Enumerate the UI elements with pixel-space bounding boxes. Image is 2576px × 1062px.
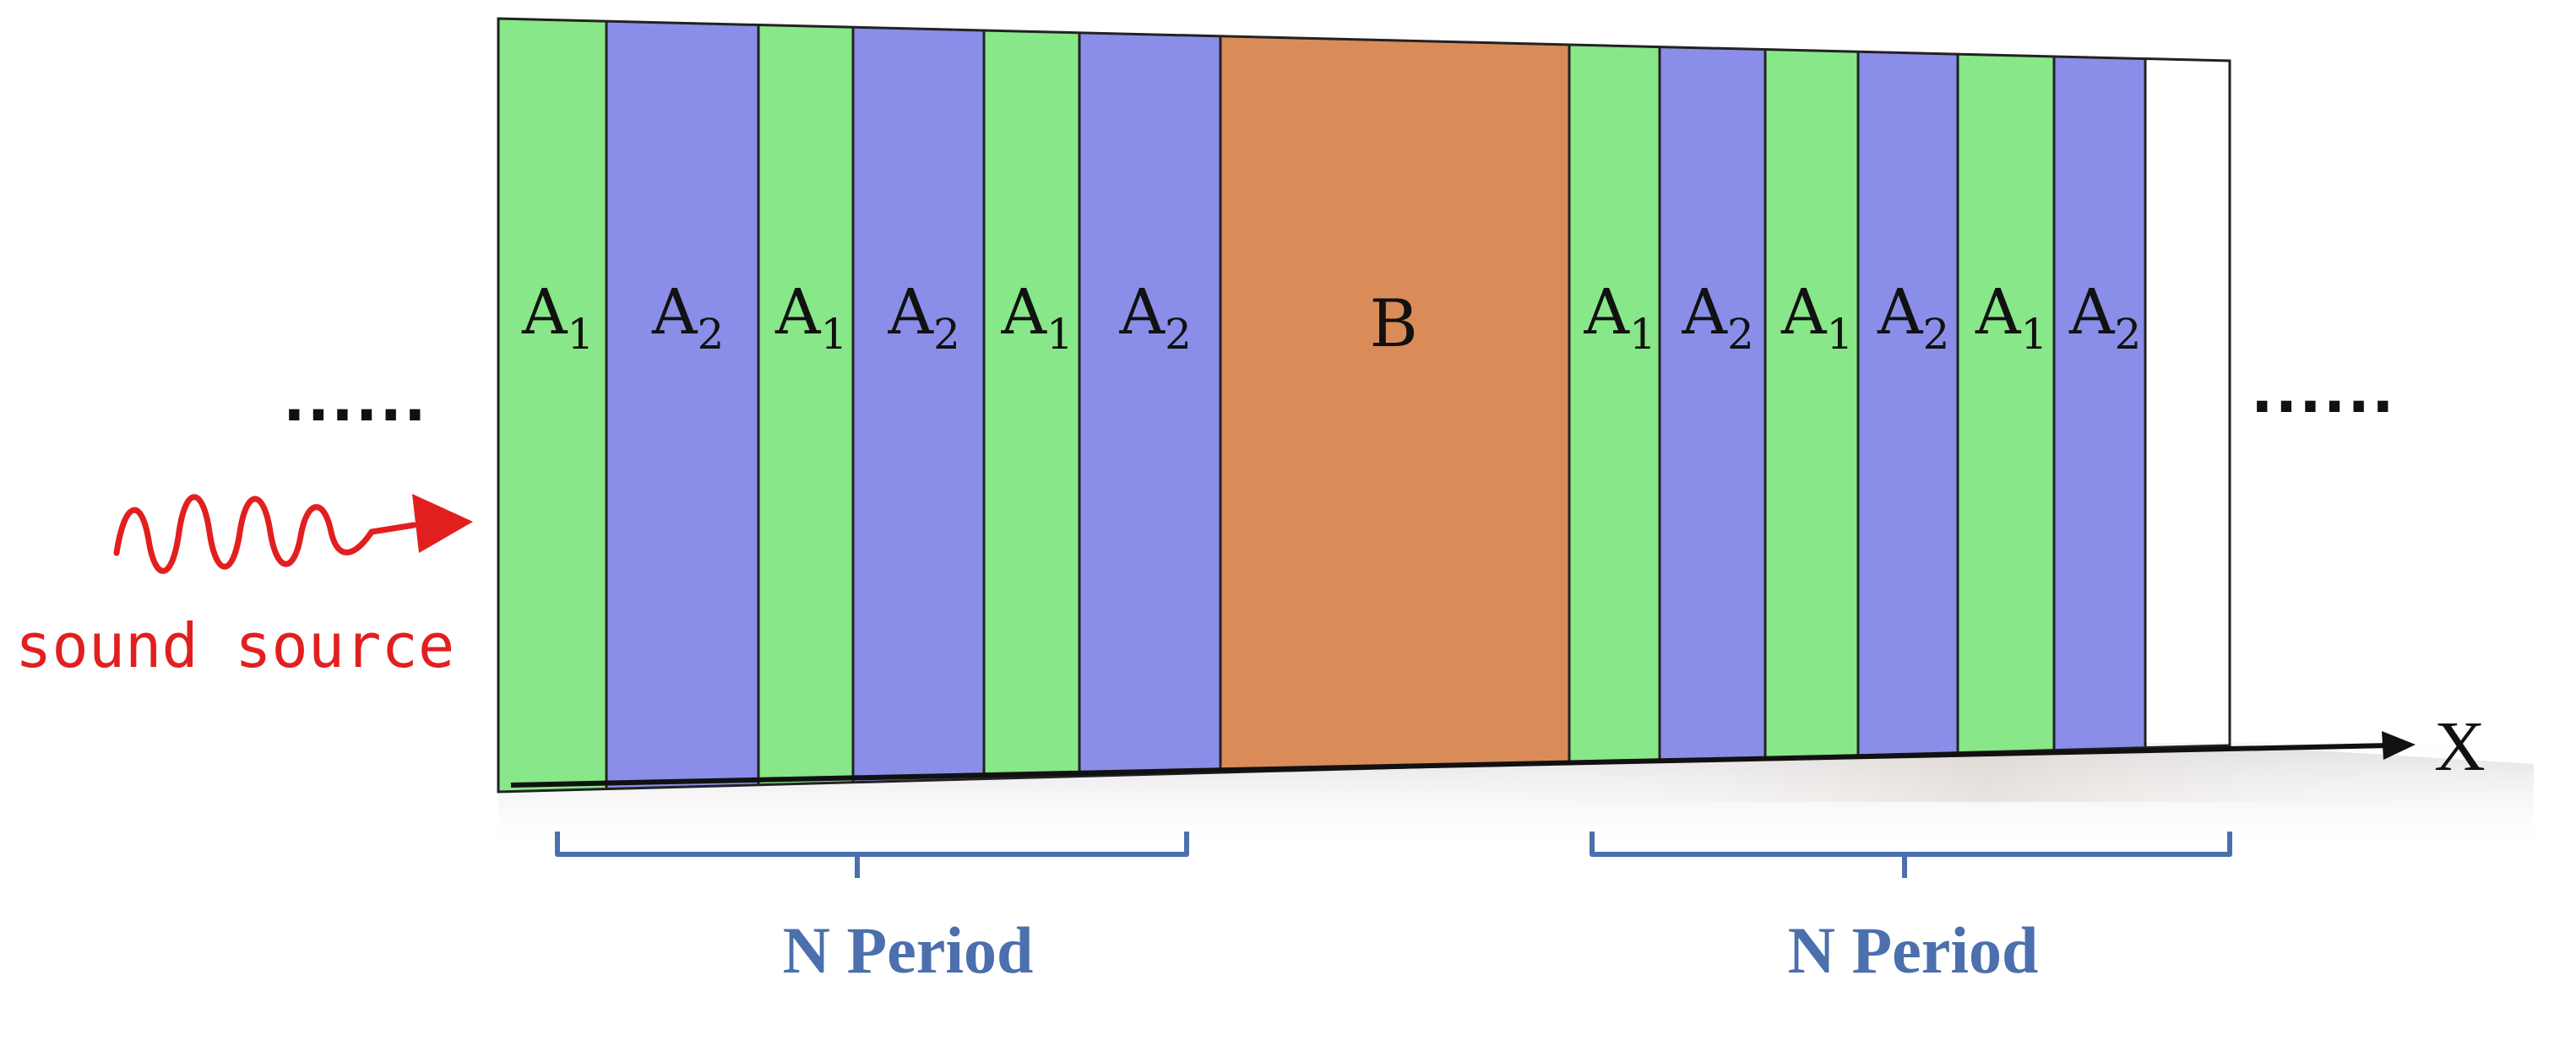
- sound-wave-icon: [113, 494, 417, 574]
- ellipsis-left: ......: [283, 366, 428, 435]
- layer-a1-label: A1: [1001, 276, 1073, 359]
- layer-a2: [2054, 56, 2145, 750]
- x-axis-line: [510, 743, 2391, 788]
- layer-a2-label: A2: [888, 276, 960, 359]
- layer-b: [1220, 35, 1569, 773]
- x-axis-arrowhead: [2382, 731, 2416, 760]
- layer-a1-label: A1: [1780, 276, 1853, 359]
- layer-a1: [1958, 54, 2054, 753]
- layer-a1: [984, 30, 1079, 779]
- layer-a1-label: A1: [1975, 276, 2047, 359]
- layer-b-label: B: [1370, 286, 1418, 362]
- layer-a2: [1660, 46, 1765, 761]
- layer-a2: [1079, 32, 1220, 777]
- layer-labels: A1 A2 A1 A2 A1 A2 B A1 A2 A1 A2 A1 A2: [521, 276, 2141, 362]
- layer-a1-label: A1: [774, 276, 847, 359]
- slab-outline: [497, 17, 2231, 794]
- layer-a1-label: A1: [1584, 276, 1656, 359]
- sound-source-label: sound source: [15, 610, 454, 681]
- layer-a2: [606, 21, 758, 789]
- layer-a2-label: A2: [1119, 276, 1192, 359]
- layer-a1-label: A1: [521, 276, 594, 359]
- left-period-label: N Period: [783, 913, 1034, 987]
- x-axis-label: X: [2434, 707, 2486, 786]
- sound-arrow-head-icon: [412, 494, 473, 553]
- ellipsis-right: ......: [2251, 357, 2396, 426]
- layer-a1: [1765, 49, 1858, 758]
- layer-a2-label: A2: [2068, 276, 2141, 359]
- layer-a2-label: A2: [1682, 276, 1754, 359]
- layer-boundaries: [605, 21, 2147, 789]
- left-period-brace: [555, 832, 1189, 878]
- layer-a1: [498, 19, 606, 792]
- layer-a2: [1858, 51, 1958, 756]
- layer-stack: [498, 19, 2145, 792]
- layer-a1: [1569, 44, 1660, 763]
- right-period-label: N Period: [1788, 913, 2039, 987]
- layer-a1: [758, 24, 853, 785]
- layer-a2: [853, 27, 984, 783]
- layer-a2-label: A2: [1877, 276, 1949, 359]
- layer-a2-label: A2: [651, 276, 724, 359]
- right-period-brace: [1590, 832, 2232, 878]
